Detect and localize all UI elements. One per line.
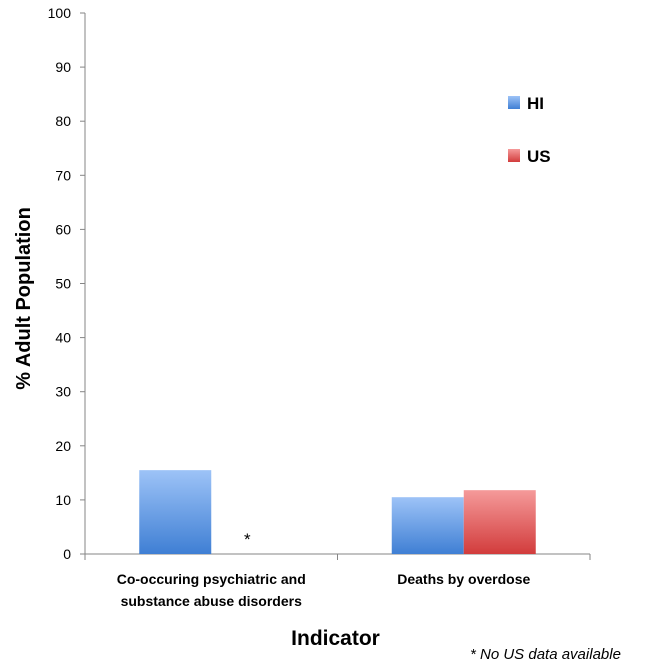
legend-label-hi: HI [527, 94, 544, 113]
y-tick-label: 80 [55, 113, 71, 129]
y-tick-label: 100 [48, 5, 72, 21]
y-tick-label: 40 [55, 330, 71, 346]
missing-data-marker: * [244, 530, 251, 549]
y-tick-label: 60 [55, 221, 71, 237]
y-tick-label: 0 [63, 546, 71, 562]
bar-us-1 [463, 490, 536, 554]
legend-label-us: US [527, 147, 551, 166]
y-tick-label: 30 [55, 384, 71, 400]
x-category-label: Co-occuring psychiatric and [117, 571, 306, 587]
legend-swatch-us [508, 149, 520, 162]
y-tick-label: 90 [55, 59, 71, 75]
bar-hi-0 [139, 470, 212, 554]
y-axis-title: % Adult Population [13, 207, 35, 390]
bars [139, 470, 536, 554]
y-tick-label: 20 [55, 438, 71, 454]
y-tick-label: 70 [55, 167, 71, 183]
labels: 0 10 20 30 40 50 60 70 80 90 100 * Co-occuring psych… [13, 5, 530, 650]
footnote: * No US data available [470, 646, 621, 663]
legend-swatch-hi [508, 96, 520, 109]
legend: HI US [508, 94, 551, 166]
x-category-label: Deaths by overdose [397, 571, 530, 587]
x-category-label: substance abuse disorders [121, 593, 303, 609]
y-tick-label: 50 [55, 276, 71, 292]
x-axis-title: Indicator [291, 627, 380, 650]
bar-hi-1 [391, 497, 464, 554]
y-tick-label: 10 [55, 492, 71, 508]
